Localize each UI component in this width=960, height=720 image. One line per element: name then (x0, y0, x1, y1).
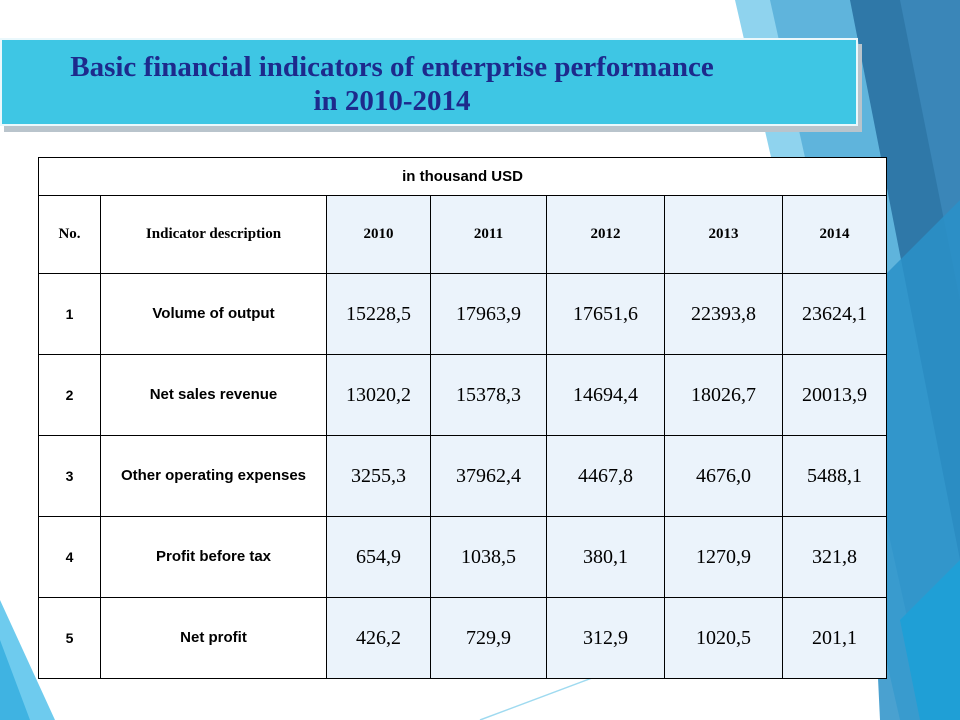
table-cell: 201,1 (781, 597, 888, 679)
header-year: 2011 (430, 195, 547, 274)
table-row: 1 Volume of output 15228,5 17963,9 17651… (38, 273, 888, 355)
header-year: 2012 (546, 195, 665, 274)
table-cell: 23624,1 (781, 273, 888, 355)
slide-title: Basic financial indicators of enterprise… (2, 50, 782, 118)
table-row: 5 Net profit 426,2 729,9 312,9 1020,5 20… (38, 597, 888, 679)
indicator-description: Net profit (100, 597, 327, 679)
table-cell: 14694,4 (546, 354, 665, 436)
header-no: No. (38, 195, 101, 274)
unit-note: in thousand USD (37, 157, 888, 196)
table-cell: 18026,7 (664, 354, 783, 436)
table-cell: 1020,5 (664, 597, 783, 679)
header-year: 2014 (781, 195, 888, 274)
row-number: 3 (38, 435, 101, 517)
slide-title-line-1: Basic financial indicators of enterprise… (70, 51, 714, 83)
header-row: No. Indicator description 2010 2011 2012… (38, 195, 888, 274)
table-cell: 426,2 (326, 597, 431, 679)
table-cell: 312,9 (546, 597, 665, 679)
table-cell: 4676,0 (664, 435, 783, 517)
table-cell: 22393,8 (664, 273, 783, 355)
financial-indicators-table: in thousand USD No. Indicator descriptio… (37, 157, 888, 679)
indicator-description: Profit before tax (100, 516, 327, 598)
table-cell: 3255,3 (326, 435, 431, 517)
indicator-description: Other operating expenses (100, 435, 327, 517)
table-cell: 5488,1 (781, 435, 888, 517)
table-cell: 654,9 (326, 516, 431, 598)
table-cell: 1270,9 (664, 516, 783, 598)
slide-title-line-2: in 2010-2014 (313, 85, 471, 117)
header-year: 2013 (664, 195, 783, 274)
table-cell: 15228,5 (326, 273, 431, 355)
header-year: 2010 (326, 195, 431, 274)
indicator-description: Net sales revenue (100, 354, 327, 436)
table-cell: 1038,5 (430, 516, 547, 598)
table-row: 3 Other operating expenses 3255,3 37962,… (38, 435, 888, 517)
indicator-description: Volume of output (100, 273, 327, 355)
table-row: 2 Net sales revenue 13020,2 15378,3 1469… (38, 354, 888, 436)
unit-row: in thousand USD (37, 157, 888, 196)
row-number: 5 (38, 597, 101, 679)
table-cell: 17963,9 (430, 273, 547, 355)
table-cell: 17651,6 (546, 273, 665, 355)
table-cell: 380,1 (546, 516, 665, 598)
row-number: 2 (38, 354, 101, 436)
table-cell: 4467,8 (546, 435, 665, 517)
table-row: 4 Profit before tax 654,9 1038,5 380,1 1… (38, 516, 888, 598)
table-cell: 13020,2 (326, 354, 431, 436)
table-cell: 321,8 (781, 516, 888, 598)
header-indicator: Indicator description (100, 195, 327, 274)
row-number: 1 (38, 273, 101, 355)
table-cell: 20013,9 (781, 354, 888, 436)
row-number: 4 (38, 516, 101, 598)
table-cell: 37962,4 (430, 435, 547, 517)
title-banner: Basic financial indicators of enterprise… (0, 38, 858, 126)
table-cell: 729,9 (430, 597, 547, 679)
table-cell: 15378,3 (430, 354, 547, 436)
